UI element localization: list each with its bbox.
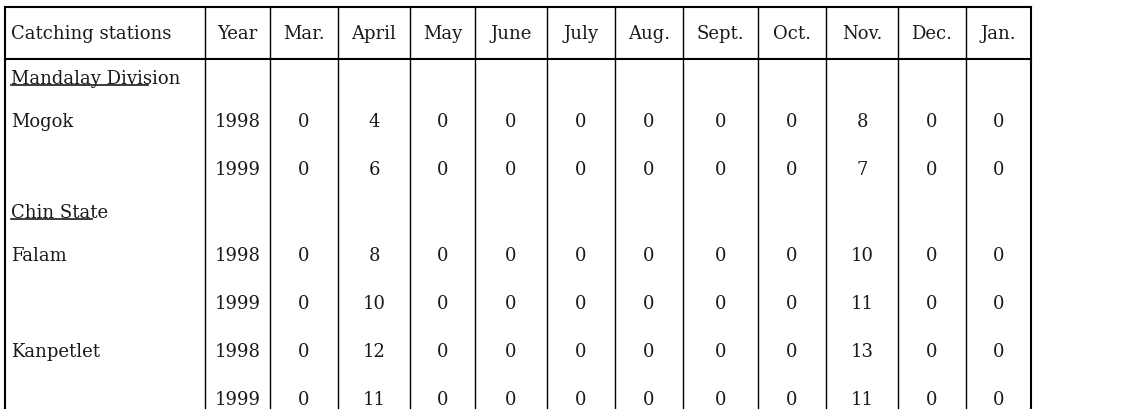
Text: 0: 0 (643, 113, 654, 131)
Text: 7: 7 (856, 161, 868, 179)
Text: 0: 0 (576, 342, 587, 360)
Text: 4: 4 (368, 113, 380, 131)
Text: 0: 0 (787, 294, 798, 312)
Text: 1998: 1998 (214, 342, 261, 360)
Text: 0: 0 (299, 161, 310, 179)
Text: 0: 0 (993, 161, 1004, 179)
Text: 13: 13 (850, 342, 873, 360)
Text: May: May (423, 25, 462, 43)
Text: 0: 0 (993, 390, 1004, 408)
Text: 0: 0 (993, 294, 1004, 312)
Text: 0: 0 (505, 390, 516, 408)
Text: 0: 0 (926, 390, 938, 408)
Text: Catching stations: Catching stations (11, 25, 171, 43)
Text: June: June (490, 25, 531, 43)
Text: 0: 0 (715, 294, 726, 312)
Text: 0: 0 (643, 342, 654, 360)
Text: 0: 0 (505, 246, 516, 264)
Text: 0: 0 (299, 246, 310, 264)
Text: Mandalay Division: Mandalay Division (11, 70, 180, 88)
Text: 0: 0 (787, 113, 798, 131)
Text: 0: 0 (926, 161, 938, 179)
Text: 0: 0 (926, 113, 938, 131)
Text: 0: 0 (576, 161, 587, 179)
Text: 0: 0 (299, 113, 310, 131)
Text: 1998: 1998 (214, 113, 261, 131)
Text: Chin State: Chin State (11, 204, 108, 221)
Text: 1999: 1999 (214, 390, 261, 408)
Text: 11: 11 (363, 390, 385, 408)
Text: 0: 0 (576, 294, 587, 312)
Text: Year: Year (218, 25, 258, 43)
Text: 0: 0 (926, 342, 938, 360)
Text: July: July (563, 25, 598, 43)
Text: 0: 0 (715, 342, 726, 360)
Text: 0: 0 (437, 246, 448, 264)
Text: 0: 0 (715, 113, 726, 131)
Text: 0: 0 (299, 342, 310, 360)
Text: 0: 0 (715, 246, 726, 264)
Text: 0: 0 (926, 294, 938, 312)
Text: 1998: 1998 (214, 246, 261, 264)
Text: 1999: 1999 (214, 161, 261, 179)
Text: 10: 10 (363, 294, 385, 312)
Text: 0: 0 (643, 390, 654, 408)
Text: 0: 0 (505, 294, 516, 312)
Text: Falam: Falam (11, 246, 67, 264)
Text: 0: 0 (993, 246, 1004, 264)
Text: 8: 8 (368, 246, 380, 264)
Text: Sept.: Sept. (697, 25, 744, 43)
Text: 11: 11 (850, 390, 873, 408)
Text: 0: 0 (993, 113, 1004, 131)
Text: 0: 0 (715, 161, 726, 179)
Text: 0: 0 (787, 342, 798, 360)
Text: 1999: 1999 (214, 294, 261, 312)
Text: Mogok: Mogok (11, 113, 73, 131)
Text: 0: 0 (643, 294, 654, 312)
Text: 0: 0 (299, 390, 310, 408)
Text: Jan.: Jan. (980, 25, 1017, 43)
Text: Mar.: Mar. (283, 25, 325, 43)
Text: 0: 0 (787, 390, 798, 408)
Text: 0: 0 (576, 390, 587, 408)
Text: 0: 0 (787, 246, 798, 264)
Text: 0: 0 (993, 342, 1004, 360)
Text: 0: 0 (787, 161, 798, 179)
Text: 0: 0 (576, 246, 587, 264)
Text: 0: 0 (643, 161, 654, 179)
Text: 0: 0 (437, 294, 448, 312)
Text: Oct.: Oct. (773, 25, 811, 43)
Text: Dec.: Dec. (912, 25, 953, 43)
Text: 11: 11 (850, 294, 873, 312)
Text: 0: 0 (437, 390, 448, 408)
Text: 0: 0 (576, 113, 587, 131)
Text: 6: 6 (368, 161, 380, 179)
Text: April: April (351, 25, 397, 43)
Text: Aug.: Aug. (628, 25, 670, 43)
Text: 0: 0 (437, 113, 448, 131)
Text: 0: 0 (926, 246, 938, 264)
Text: 0: 0 (643, 246, 654, 264)
Text: 0: 0 (715, 390, 726, 408)
Text: 0: 0 (505, 113, 516, 131)
Text: 10: 10 (850, 246, 873, 264)
Text: 0: 0 (299, 294, 310, 312)
Text: 0: 0 (437, 161, 448, 179)
Text: 8: 8 (856, 113, 868, 131)
Text: Nov.: Nov. (841, 25, 882, 43)
Text: 0: 0 (505, 161, 516, 179)
Text: 12: 12 (363, 342, 385, 360)
Text: Kanpetlet: Kanpetlet (11, 342, 100, 360)
Text: 0: 0 (505, 342, 516, 360)
Text: 0: 0 (437, 342, 448, 360)
